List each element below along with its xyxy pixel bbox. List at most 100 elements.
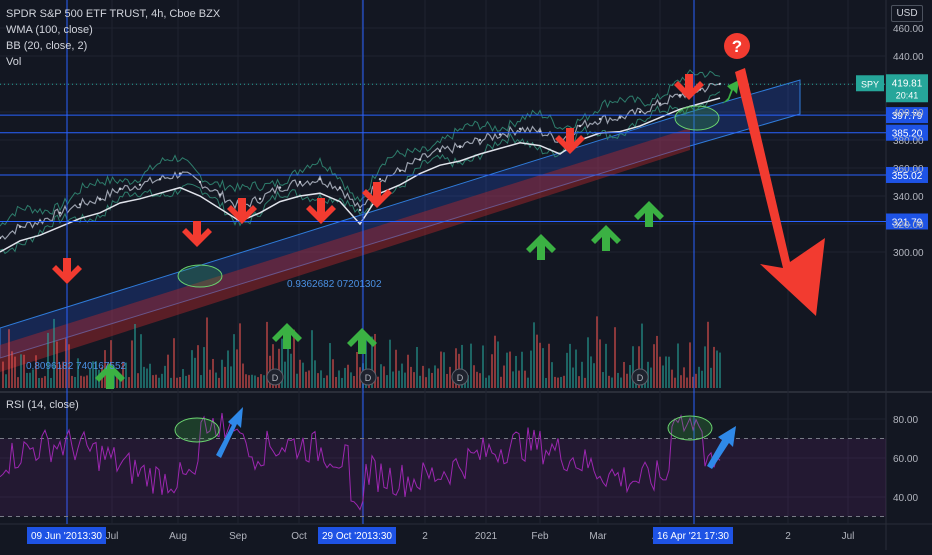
- price-point: [218, 193, 222, 196]
- price-tick[interactable]: 340.00: [893, 192, 924, 203]
- dividend-marker[interactable]: [631, 368, 649, 386]
- time-axis[interactable]: JulAugSepOctNov22021FebMarApr2Jul09 Jun …: [27, 527, 854, 544]
- arrow-down-red[interactable]: [362, 182, 392, 208]
- rsi-legend[interactable]: RSI (14, close): [6, 399, 79, 411]
- time-marker-date[interactable]: 09 Jun '20: [31, 531, 77, 542]
- arrow-down-red[interactable]: [306, 198, 336, 224]
- volume-bar: [320, 370, 322, 388]
- arrow-down-red[interactable]: [674, 74, 704, 100]
- highlight-ellipse[interactable]: [174, 417, 220, 443]
- rsi-tick[interactable]: 80.00: [893, 415, 918, 426]
- arrow-up-green[interactable]: [347, 328, 377, 354]
- volume-bar: [524, 370, 526, 388]
- time-marker-date[interactable]: 16 Apr '21: [657, 531, 702, 542]
- rsi-tick[interactable]: 40.00: [893, 493, 918, 504]
- volume-bar: [428, 368, 430, 388]
- price-tick[interactable]: 380.00: [893, 136, 924, 147]
- volume-bar: [572, 367, 574, 388]
- volume-bar: [245, 374, 247, 388]
- time-marker-time[interactable]: 13:30: [77, 531, 102, 542]
- volume-bar: [716, 350, 718, 388]
- time-marker-time[interactable]: 13:30: [367, 531, 392, 542]
- price-point: [0, 236, 2, 240]
- volume-bar: [674, 377, 676, 388]
- level-label[interactable]: 321.79: [892, 217, 923, 228]
- price-point: [658, 102, 662, 105]
- dividend-marker[interactable]: [451, 368, 469, 386]
- price-tick[interactable]: 300.00: [893, 248, 924, 259]
- time-tick[interactable]: 2: [785, 531, 791, 542]
- dividend-marker[interactable]: [266, 368, 284, 386]
- rising-channel-red[interactable]: [0, 128, 690, 372]
- arrow-up-green[interactable]: [95, 363, 125, 389]
- time-tick[interactable]: 2: [422, 531, 428, 542]
- trend-channels[interactable]: [0, 79, 801, 372]
- countdown-label[interactable]: 20:41: [896, 90, 919, 100]
- horizontal-levels[interactable]: 397.79 385.20 355.02 321.79: [0, 107, 928, 230]
- dividend-letter: D: [637, 373, 644, 383]
- question-icon[interactable]: [724, 33, 750, 59]
- price-label[interactable]: 419.81: [892, 78, 923, 89]
- arrow-diagonal-blue[interactable]: [707, 426, 736, 469]
- level-label-bg: [886, 166, 928, 183]
- time-tick[interactable]: Jul: [842, 531, 855, 542]
- time-tick[interactable]: Aug: [169, 531, 187, 542]
- volume-bar: [194, 357, 196, 388]
- highlight-ellipse[interactable]: [674, 105, 720, 131]
- arrow-up-green[interactable]: [526, 234, 556, 260]
- currency-button[interactable]: USD: [891, 5, 923, 22]
- arrow-big-down-red[interactable]: [735, 68, 825, 316]
- symbol-tag[interactable]: SPY: [861, 79, 879, 89]
- arrow-diagonal-green[interactable]: [722, 80, 739, 104]
- bb-upper: [0, 69, 721, 227]
- arrow-up-green[interactable]: [272, 323, 302, 349]
- time-tick[interactable]: Jul: [106, 531, 119, 542]
- time-marker-date[interactable]: 29 Oct '20: [322, 531, 368, 542]
- highlight-ellipse[interactable]: [177, 264, 223, 288]
- time-tick[interactable]: Oct: [291, 531, 307, 542]
- price-tick[interactable]: 460.00: [893, 24, 924, 35]
- arrow-down-red[interactable]: [227, 198, 257, 224]
- time-tick[interactable]: 2021: [475, 531, 498, 542]
- volume-bar: [35, 355, 37, 388]
- time-tick[interactable]: Mar: [589, 531, 607, 542]
- arrow-diagonal-blue[interactable]: [216, 407, 243, 458]
- indicator-bb[interactable]: BB (20, close, 2): [6, 40, 88, 52]
- time-tick[interactable]: Feb: [531, 531, 549, 542]
- price-axis[interactable]: 460.00440.00420.00400.00380.00360.00340.…: [856, 24, 928, 504]
- price-tick[interactable]: 400.00: [893, 108, 924, 119]
- price-point: [498, 133, 502, 136]
- price-tick[interactable]: 320.00: [893, 220, 924, 231]
- arrow-down-red[interactable]: [52, 258, 82, 284]
- price-tick[interactable]: 440.00: [893, 52, 924, 63]
- rising-channel-blue[interactable]: [0, 79, 801, 359]
- symbol-title[interactable]: SPDR S&P 500 ETF TRUST, 4h, Cboe BZX: [6, 8, 221, 20]
- volume-bar: [623, 361, 625, 388]
- volume-bar: [653, 344, 655, 388]
- price-point: [338, 186, 342, 189]
- annotation-arrows[interactable]: ?: [52, 33, 825, 469]
- rsi-tick[interactable]: 60.00: [893, 454, 918, 465]
- dividend-marker[interactable]: [359, 368, 377, 386]
- arrow-up-green[interactable]: [591, 225, 621, 251]
- time-marker-time[interactable]: 17:30: [704, 531, 729, 542]
- arrow-down-red[interactable]: [182, 221, 212, 247]
- volume-bar: [356, 351, 358, 388]
- level-label[interactable]: 385.20: [892, 129, 923, 140]
- highlight-ellipses[interactable]: [174, 105, 720, 443]
- arrow-up-green[interactable]: [634, 201, 664, 227]
- indicator-wma[interactable]: WMA (100, close): [6, 24, 93, 36]
- volume-bar: [20, 354, 22, 388]
- rsi-band: [0, 438, 886, 517]
- time-tick[interactable]: Sep: [229, 531, 247, 542]
- price-point: [678, 94, 682, 97]
- indicator-vol[interactable]: Vol: [6, 56, 22, 68]
- arrow-down-red[interactable]: [555, 128, 585, 154]
- level-label[interactable]: 355.02: [892, 171, 923, 182]
- level-label[interactable]: 397.79: [892, 111, 923, 122]
- price-tick[interactable]: 360.00: [893, 164, 924, 175]
- highlight-ellipse[interactable]: [667, 415, 713, 441]
